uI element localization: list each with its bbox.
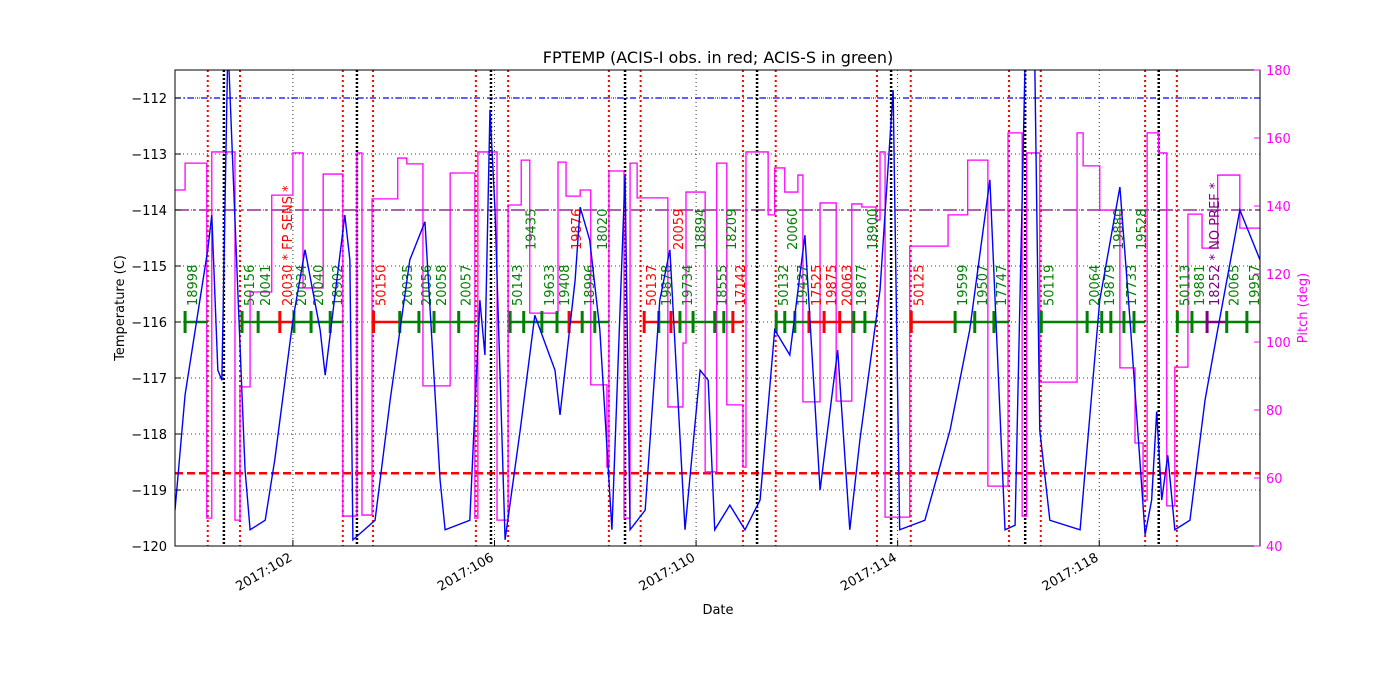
observation-label: 50143 bbox=[511, 265, 526, 306]
y-tick-label: −117 bbox=[131, 372, 167, 387]
observation-label: 20041 bbox=[259, 265, 274, 306]
plot-area: 18998 50156 20041 20030 * FP SENS * 20034 200… bbox=[131, 64, 1291, 595]
y-tick-label: −112 bbox=[131, 92, 167, 107]
observation-label: 19599 bbox=[956, 265, 971, 306]
observation-label: 19408 bbox=[558, 265, 573, 306]
y-tick-label: −119 bbox=[131, 484, 167, 499]
x-tick-label: 2017:118 bbox=[1040, 550, 1101, 594]
y-tick-label: −115 bbox=[131, 260, 167, 275]
observation-label: 50132 bbox=[777, 265, 792, 306]
observation-label: 19875 bbox=[825, 265, 840, 306]
observation-label: 19880 bbox=[1112, 209, 1127, 250]
observation-label: 19957 bbox=[1248, 265, 1263, 306]
observation-label: 18900 bbox=[866, 209, 881, 250]
observation-label: 20060 bbox=[786, 209, 801, 250]
x-tick-label: 2017:110 bbox=[637, 550, 698, 594]
observation-label: 20063 bbox=[841, 265, 856, 306]
observation-label: 50113 bbox=[1178, 265, 1193, 306]
observation-label: 19633 bbox=[543, 265, 558, 306]
observation-label: 18902 bbox=[331, 265, 346, 306]
observation-label: 20065 bbox=[1228, 265, 1243, 306]
observation-label: 50150 bbox=[375, 265, 390, 306]
observation-label: 18020 bbox=[596, 209, 611, 250]
x-tick-label: 2017:114 bbox=[838, 550, 899, 594]
y-right-tick-label: 40 bbox=[1266, 540, 1283, 555]
observation-label: 20058 bbox=[435, 265, 450, 306]
y-tick-label: −114 bbox=[131, 204, 167, 219]
temperature-series bbox=[175, 70, 1260, 542]
observation-label: 50137 bbox=[645, 265, 660, 306]
y-right-tick-label: 180 bbox=[1266, 64, 1291, 79]
observation-label: 20056 bbox=[420, 265, 435, 306]
plot-content: 18998 50156 20041 20030 * FP SENS * 20034 200… bbox=[175, 70, 1263, 546]
observation-label: 19877 bbox=[855, 265, 870, 306]
y-right-tick-label: 100 bbox=[1266, 336, 1291, 351]
y-axis-label: Temperature (C) bbox=[113, 255, 128, 362]
observation-label: 17142 bbox=[734, 265, 749, 306]
observation-label: 17525 bbox=[810, 265, 825, 306]
observation-label: 20064 bbox=[1088, 265, 1103, 306]
observation-label: 50156 bbox=[243, 265, 258, 306]
y-right-tick-label: 160 bbox=[1266, 132, 1291, 147]
observation-label: 19879 bbox=[1103, 265, 1118, 306]
observation-label: 18555 bbox=[716, 265, 731, 306]
plot-frame bbox=[174, 69, 1261, 547]
y-right-tick-label: 80 bbox=[1266, 404, 1283, 419]
x-axis-label: Date bbox=[702, 603, 733, 618]
observation-label: 19507 bbox=[976, 265, 991, 306]
observation-label: 19876 bbox=[570, 209, 585, 250]
y-right-tick-label: 140 bbox=[1266, 200, 1291, 215]
observation-label: 18894 bbox=[694, 209, 709, 250]
y-tick-label: −113 bbox=[131, 148, 167, 163]
y-tick-label: −116 bbox=[131, 316, 167, 331]
x-tick-label: 2017:102 bbox=[233, 550, 294, 594]
observation-label: 18998 bbox=[186, 265, 201, 306]
y-tick-label: −120 bbox=[131, 540, 167, 555]
observation-label: 20059 bbox=[672, 209, 687, 250]
observation-label: 20040 bbox=[312, 265, 327, 306]
y-axis-right-label: Pitch (deg) bbox=[1296, 273, 1311, 343]
pitch-series bbox=[175, 132, 1260, 521]
observation-label: 18252 * NO PREF * bbox=[1208, 182, 1223, 306]
observation-label: 19528 bbox=[1135, 209, 1150, 250]
chart-title: FPTEMP (ACIS-I obs. in red; ACIS-S in gr… bbox=[543, 48, 893, 67]
observation-label: 50125 bbox=[912, 265, 927, 306]
observation-label: 20030 * FP SENS * bbox=[281, 185, 296, 306]
observation-label: 19435 bbox=[525, 209, 540, 250]
x-tick-label: 2017:106 bbox=[435, 550, 496, 594]
observation-label: 18209 bbox=[725, 209, 740, 250]
y-tick-label: −118 bbox=[131, 428, 167, 443]
observation-label: 19734 bbox=[681, 265, 696, 306]
observation-label: 18996 bbox=[583, 265, 598, 306]
observation-label: 20034 bbox=[295, 265, 310, 306]
y-right-tick-label: 60 bbox=[1266, 472, 1283, 487]
observation-label: 17747 bbox=[995, 265, 1010, 306]
observation-label: 20057 bbox=[460, 265, 475, 306]
y-right-tick-label: 120 bbox=[1266, 268, 1291, 283]
observation-label: 50119 bbox=[1042, 265, 1057, 306]
observation-label: 19881 bbox=[1193, 265, 1208, 306]
